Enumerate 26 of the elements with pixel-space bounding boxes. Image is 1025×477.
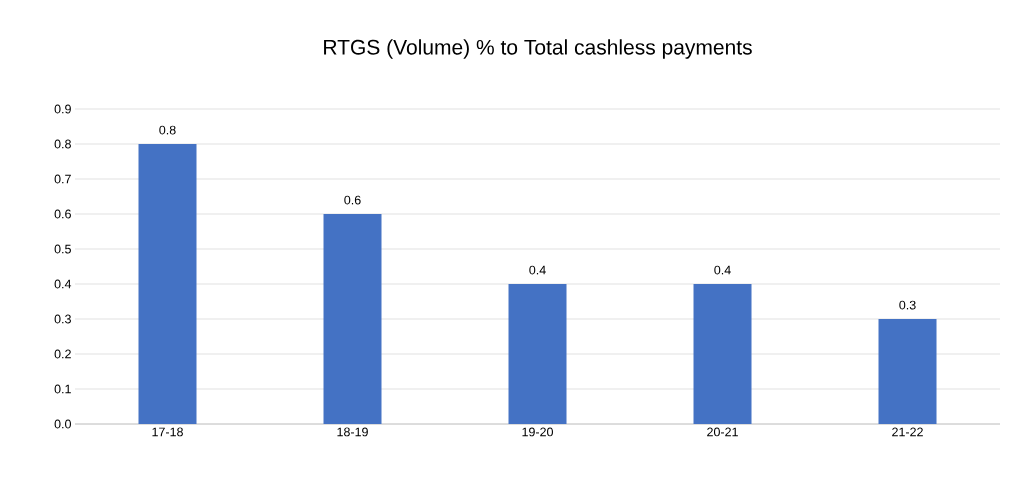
y-tick-label: 0.7 — [54, 174, 71, 184]
chart-title: RTGS (Volume) % to Total cashless payments — [324, 39, 752, 59]
data-label: 0.3 — [899, 300, 916, 310]
x-tick-label: 21-22 — [892, 427, 923, 437]
y-tick-label: 0.0 — [54, 419, 71, 429]
bar — [508, 284, 567, 424]
bar — [693, 284, 752, 424]
bar — [878, 319, 937, 424]
bar — [138, 144, 197, 424]
data-label: 0.8 — [159, 125, 176, 135]
x-tick-label: 18-19 — [337, 427, 368, 437]
x-tick-label: 19-20 — [522, 427, 553, 437]
y-tick-label: 0.4 — [54, 279, 72, 289]
y-tick-label: 0.3 — [54, 314, 71, 324]
y-tick-label: 0.6 — [54, 209, 71, 219]
y-tick-label: 0.2 — [54, 349, 71, 359]
bar — [323, 214, 382, 424]
y-tick-label: 0.5 — [54, 244, 71, 254]
x-tick-label: 20-21 — [707, 427, 738, 437]
data-label: 0.6 — [344, 195, 361, 205]
x-tick-label: 17-18 — [152, 427, 183, 437]
y-tick-label: 0.8 — [54, 139, 71, 149]
y-tick-label: 0.1 — [54, 384, 71, 394]
data-label: 0.4 — [714, 265, 731, 275]
y-tick-label: 0.9 — [54, 104, 71, 114]
data-label: 0.4 — [529, 265, 546, 275]
